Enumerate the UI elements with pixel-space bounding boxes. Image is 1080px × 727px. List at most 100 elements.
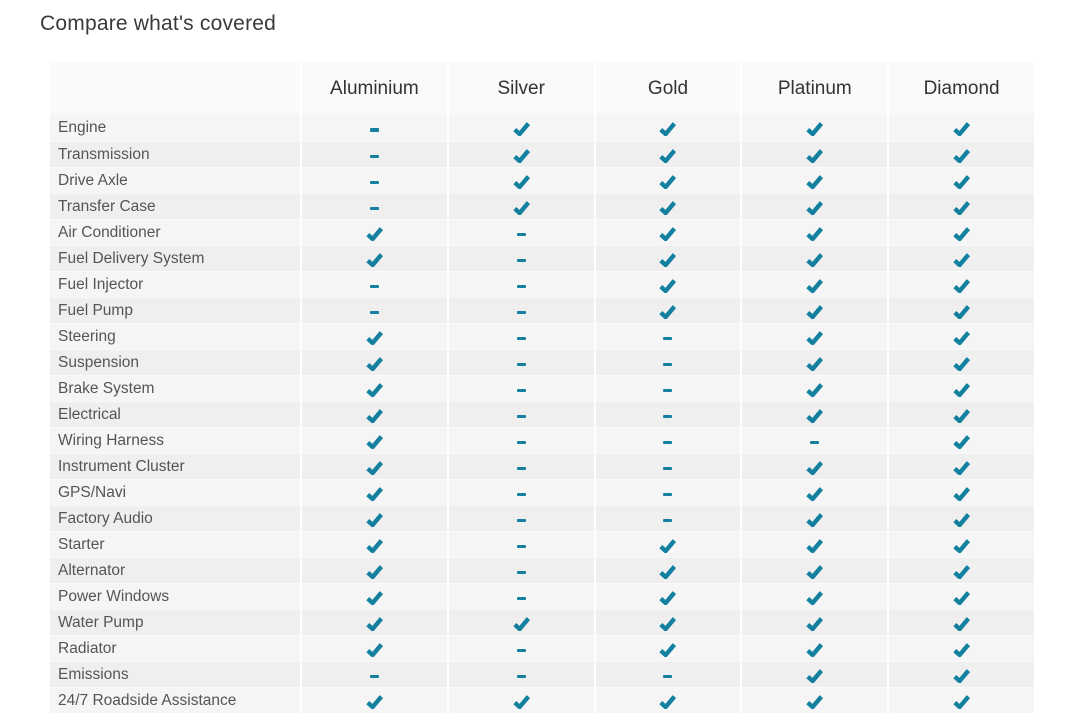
row-label: Steering (58, 327, 116, 345)
check-icon (953, 460, 971, 475)
check-icon (806, 122, 824, 136)
coverage-cell (300, 506, 447, 531)
dash-icon (369, 128, 379, 132)
coverage-cell (740, 402, 887, 427)
coverage-cell (740, 298, 887, 323)
table-row-electrical: Electrical (50, 401, 1034, 427)
check-icon (366, 512, 383, 527)
row-label-cell: Engine (50, 115, 300, 141)
row-label: Transfer Case (58, 197, 156, 215)
table-row-power-windows: Power Windows (50, 583, 1034, 609)
check-icon (953, 434, 971, 449)
check-icon (806, 642, 824, 657)
coverage-cell (446, 272, 594, 297)
check-icon (806, 200, 824, 215)
coverage-cell (300, 454, 447, 479)
row-label: Alternator (58, 561, 126, 579)
table-row-24-7-roadside-assistance: 24/7 Roadside Assistance (50, 687, 1034, 713)
check-icon (953, 694, 971, 709)
table-row-fuel-delivery-system: Fuel Delivery System (50, 245, 1034, 271)
row-label-cell: Starter (50, 532, 300, 557)
coverage-cell (593, 142, 741, 167)
coverage-cell (300, 558, 447, 583)
coverage-cell (593, 350, 741, 375)
coverage-cell (887, 584, 1034, 609)
coverage-cell (593, 402, 741, 427)
check-icon (953, 486, 971, 501)
coverage-cell (300, 194, 447, 219)
row-label: 24/7 Roadside Assistance (58, 691, 237, 709)
coverage-cell (887, 636, 1034, 661)
row-label: Brake System (58, 379, 155, 397)
table-row-fuel-pump: Fuel Pump (50, 297, 1034, 323)
row-label: Water Pump (58, 613, 144, 631)
coverage-cell (300, 220, 447, 245)
coverage-cell (300, 246, 447, 271)
coverage-cell (446, 246, 594, 271)
row-label-cell: Fuel Injector (50, 272, 300, 297)
coverage-cell (593, 194, 741, 219)
coverage-cell (887, 454, 1034, 479)
dash-icon (663, 336, 673, 341)
coverage-cell (740, 584, 887, 609)
coverage-cell (593, 220, 741, 245)
check-icon (366, 616, 383, 631)
dash-icon (516, 648, 526, 653)
row-label: Fuel Delivery System (58, 249, 205, 267)
coverage-cell (300, 142, 447, 167)
coverage-cell (446, 558, 594, 583)
table-row-radiator: Radiator (50, 635, 1034, 661)
coverage-cell (300, 480, 447, 505)
coverage-cell (300, 532, 447, 557)
coverage-cell (887, 558, 1034, 583)
row-label: Fuel Injector (58, 275, 144, 293)
check-icon (659, 564, 677, 579)
check-icon (806, 512, 824, 527)
check-icon (953, 538, 971, 553)
row-label-cell: Emissions (50, 662, 300, 687)
row-label: Wiring Harness (58, 431, 164, 449)
table-body: Engine Transmission Drive Axle Transfer Cas… (50, 115, 1034, 713)
coverage-cell (887, 115, 1034, 141)
row-label-cell: Electrical (50, 402, 300, 427)
coverage-cell (593, 662, 741, 687)
coverage-cell (446, 636, 594, 661)
row-label: GPS/Navi (58, 483, 127, 501)
page-title: Compare what's covered (40, 12, 277, 35)
check-icon (953, 330, 971, 345)
check-icon (806, 382, 824, 397)
check-icon (953, 122, 971, 136)
coverage-cell (593, 324, 741, 349)
coverage-cell (446, 610, 594, 635)
coverage-cell (887, 506, 1034, 531)
check-icon (806, 538, 824, 553)
row-label-cell: Fuel Delivery System (50, 246, 300, 271)
column-header-gold: Gold (593, 62, 741, 115)
row-label: Air Conditioner (58, 223, 161, 241)
check-icon (659, 148, 677, 163)
check-icon (659, 226, 677, 241)
dash-icon (516, 674, 526, 679)
coverage-cell (300, 324, 447, 349)
check-icon (659, 252, 677, 267)
check-icon (659, 616, 677, 631)
dash-icon (663, 518, 673, 523)
row-label-cell: GPS/Navi (50, 480, 300, 505)
check-icon (953, 590, 971, 605)
coverage-cell (887, 272, 1034, 297)
coverage-cell (887, 688, 1034, 713)
coverage-cell (593, 506, 741, 531)
coverage-cell (887, 532, 1034, 557)
check-icon (953, 668, 971, 683)
coverage-cell (446, 584, 594, 609)
table-row-wiring-harness: Wiring Harness (50, 427, 1034, 453)
dash-icon (663, 466, 673, 471)
check-icon (953, 174, 971, 189)
coverage-cell (740, 506, 887, 531)
coverage-cell (740, 168, 887, 193)
coverage-cell (740, 480, 887, 505)
check-icon (513, 200, 530, 215)
row-label: Factory Audio (58, 509, 153, 527)
row-label-cell: Factory Audio (50, 506, 300, 531)
check-icon (659, 538, 677, 553)
